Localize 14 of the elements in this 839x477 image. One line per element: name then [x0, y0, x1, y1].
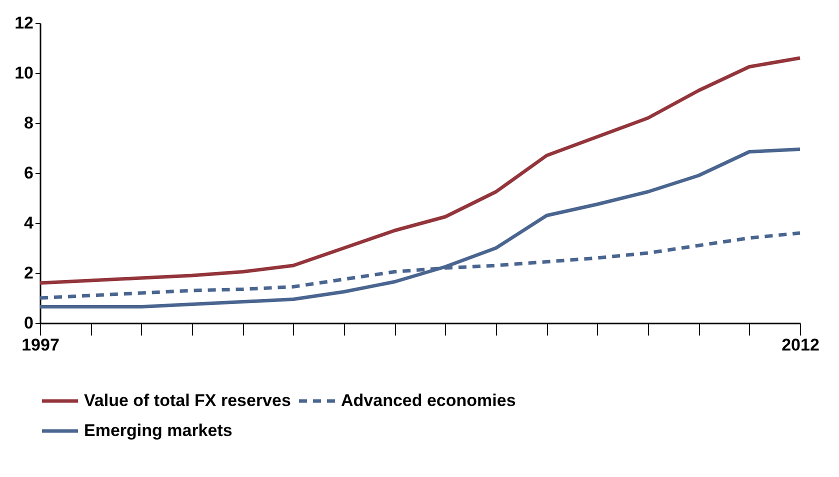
line-series [38, 56, 802, 285]
legend-label: Advanced economies [341, 391, 516, 410]
legend-label: Emerging markets [84, 421, 232, 440]
x-tick-label: 1997 [22, 336, 60, 354]
y-tick-label: 4 [24, 214, 34, 232]
y-tick-label: 12 [14, 14, 34, 32]
line-series [38, 148, 802, 308]
legend-label: Value of total FX reserves [84, 391, 291, 410]
y-tick-label: 0 [24, 314, 34, 332]
x-tick-label: 2012 [782, 336, 820, 354]
y-tick-label: 8 [24, 114, 34, 132]
y-tick-label: 10 [14, 64, 34, 82]
y-tick-label: 6 [24, 164, 34, 182]
y-tick-label: 2 [24, 264, 34, 282]
